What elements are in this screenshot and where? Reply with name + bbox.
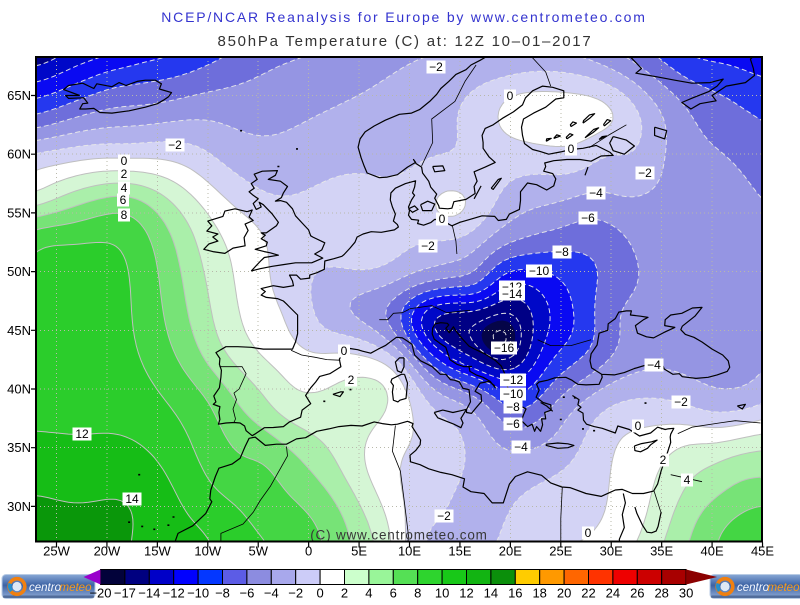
svg-text:20: 20 (557, 586, 571, 601)
svg-text:(C) www.centrometeo.com: (C) www.centrometeo.com (310, 528, 487, 543)
svg-text:50N: 50N (7, 264, 31, 279)
svg-text:8: 8 (121, 208, 128, 222)
svg-text:−4: −4 (589, 186, 603, 200)
svg-text:10E: 10E (398, 544, 421, 559)
svg-text:2: 2 (121, 167, 128, 181)
svg-text:18: 18 (532, 586, 546, 601)
svg-text:−2: −2 (421, 239, 435, 253)
svg-text:45E: 45E (751, 544, 774, 559)
svg-text:0: 0 (507, 89, 514, 103)
svg-text:−14: −14 (502, 287, 523, 301)
svg-text:0: 0 (305, 544, 312, 559)
svg-text:−10: −10 (529, 264, 550, 278)
svg-text:4: 4 (684, 473, 691, 487)
svg-text:16: 16 (508, 586, 522, 601)
svg-text:−4: −4 (647, 358, 661, 372)
svg-text:−2: −2 (429, 60, 443, 74)
svg-text:−2: −2 (288, 586, 303, 601)
svg-text:meteo: meteo (768, 582, 800, 594)
svg-text:−17: −17 (114, 586, 136, 601)
svg-text:12: 12 (459, 586, 473, 601)
svg-text:30E: 30E (600, 544, 623, 559)
svg-text:−16: −16 (494, 341, 515, 355)
svg-text:−14: −14 (138, 586, 160, 601)
svg-text:14: 14 (484, 586, 498, 601)
svg-text:−12: −12 (163, 586, 185, 601)
svg-text:4: 4 (365, 586, 372, 601)
svg-text:5W: 5W (248, 544, 268, 559)
svg-text:30N: 30N (7, 499, 31, 514)
svg-text:12: 12 (75, 427, 89, 441)
svg-text:meteo: meteo (60, 582, 93, 594)
svg-text:−2: −2 (437, 509, 451, 523)
svg-text:35N: 35N (7, 440, 31, 455)
svg-text:2: 2 (660, 453, 667, 467)
svg-text:2: 2 (348, 373, 355, 387)
svg-text:10: 10 (435, 586, 449, 601)
svg-text:0: 0 (341, 344, 348, 358)
svg-text:28: 28 (654, 586, 668, 601)
svg-text:NCEP/NCAR Reanalysis for Europ: NCEP/NCAR Reanalysis for Europe by www.c… (161, 9, 646, 25)
svg-text:centro: centro (737, 582, 770, 594)
svg-text:25W: 25W (43, 544, 70, 559)
svg-text:45N: 45N (7, 323, 31, 338)
svg-text:20W: 20W (94, 544, 121, 559)
svg-text:30: 30 (679, 586, 693, 601)
svg-text:5E: 5E (351, 544, 367, 559)
svg-text:−6: −6 (239, 586, 254, 601)
svg-text:0: 0 (121, 154, 128, 168)
svg-text:−6: −6 (506, 417, 520, 431)
svg-text:6: 6 (390, 586, 397, 601)
svg-text:850hPa Temperature (C) at: 12Z: 850hPa Temperature (C) at: 12Z 10–01–201… (217, 33, 592, 50)
svg-text:−10: −10 (187, 586, 209, 601)
svg-text:25E: 25E (549, 544, 572, 559)
svg-text:−8: −8 (555, 245, 569, 259)
svg-text:60N: 60N (7, 147, 31, 162)
svg-text:24: 24 (606, 586, 620, 601)
svg-text:0: 0 (439, 212, 446, 226)
svg-text:10W: 10W (194, 544, 221, 559)
svg-text:22: 22 (581, 586, 595, 601)
svg-text:−10: −10 (503, 387, 524, 401)
svg-text:−2: −2 (674, 395, 688, 409)
svg-text:centro: centro (29, 582, 62, 594)
svg-text:6: 6 (120, 193, 127, 207)
svg-text:−4: −4 (264, 586, 279, 601)
svg-text:35E: 35E (650, 544, 673, 559)
svg-text:0: 0 (635, 419, 642, 433)
svg-text:2: 2 (341, 586, 348, 601)
svg-text:−6: −6 (581, 211, 595, 225)
svg-text:0: 0 (585, 526, 592, 540)
svg-text:40N: 40N (7, 382, 31, 397)
svg-text:0: 0 (316, 586, 323, 601)
svg-text:−20: −20 (89, 586, 111, 601)
svg-text:40E: 40E (701, 544, 724, 559)
svg-text:−8: −8 (215, 586, 230, 601)
svg-text:14: 14 (125, 492, 139, 506)
svg-text:26: 26 (630, 586, 644, 601)
svg-text:0: 0 (568, 142, 575, 156)
svg-text:−4: −4 (514, 440, 528, 454)
svg-text:−2: −2 (638, 166, 652, 180)
svg-text:20E: 20E (499, 544, 522, 559)
svg-text:−8: −8 (506, 400, 520, 414)
svg-text:8: 8 (414, 586, 421, 601)
svg-text:15E: 15E (448, 544, 471, 559)
svg-text:65N: 65N (7, 88, 31, 103)
svg-text:−2: −2 (168, 138, 182, 152)
svg-text:−12: −12 (503, 373, 524, 387)
svg-text:55N: 55N (7, 205, 31, 220)
svg-text:15W: 15W (144, 544, 171, 559)
